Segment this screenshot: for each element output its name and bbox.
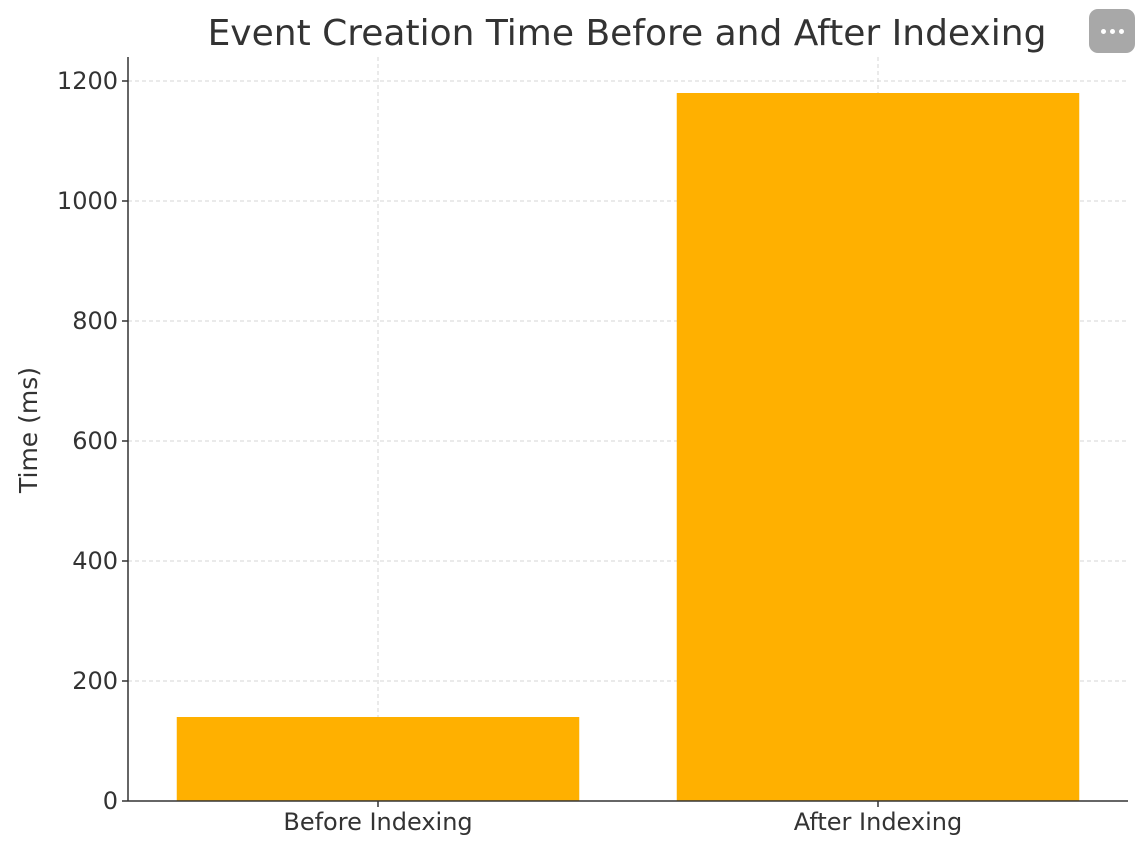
y-axis-label: Time (ms) xyxy=(14,367,43,494)
x-tick-label: Before Indexing xyxy=(283,808,472,836)
more-horizontal-icon-dot-3 xyxy=(1118,28,1124,34)
y-tick-label: 0 xyxy=(103,787,118,815)
more-options-button[interactable] xyxy=(1089,9,1135,53)
y-tick-label: 800 xyxy=(72,307,118,335)
bar-after-indexing xyxy=(676,93,1080,801)
more-horizontal-icon-dot-2 xyxy=(1109,28,1115,34)
x-tick-label: After Indexing xyxy=(794,808,962,836)
y-tick-label: 200 xyxy=(72,667,118,695)
axes: 0 200 400 600 800 1000 1200 Before Indexing Afte… xyxy=(57,57,1128,836)
y-tick-label: 400 xyxy=(72,547,118,575)
bar-before-indexing xyxy=(176,717,580,801)
y-tick-label: 600 xyxy=(72,427,118,455)
bars xyxy=(176,93,1080,801)
y-tick-label: 1200 xyxy=(57,67,118,95)
chart-title: Event Creation Time Before and After Ind… xyxy=(208,13,1047,54)
more-horizontal-icon xyxy=(1100,28,1106,34)
y-tick-label: 1000 xyxy=(57,187,118,215)
